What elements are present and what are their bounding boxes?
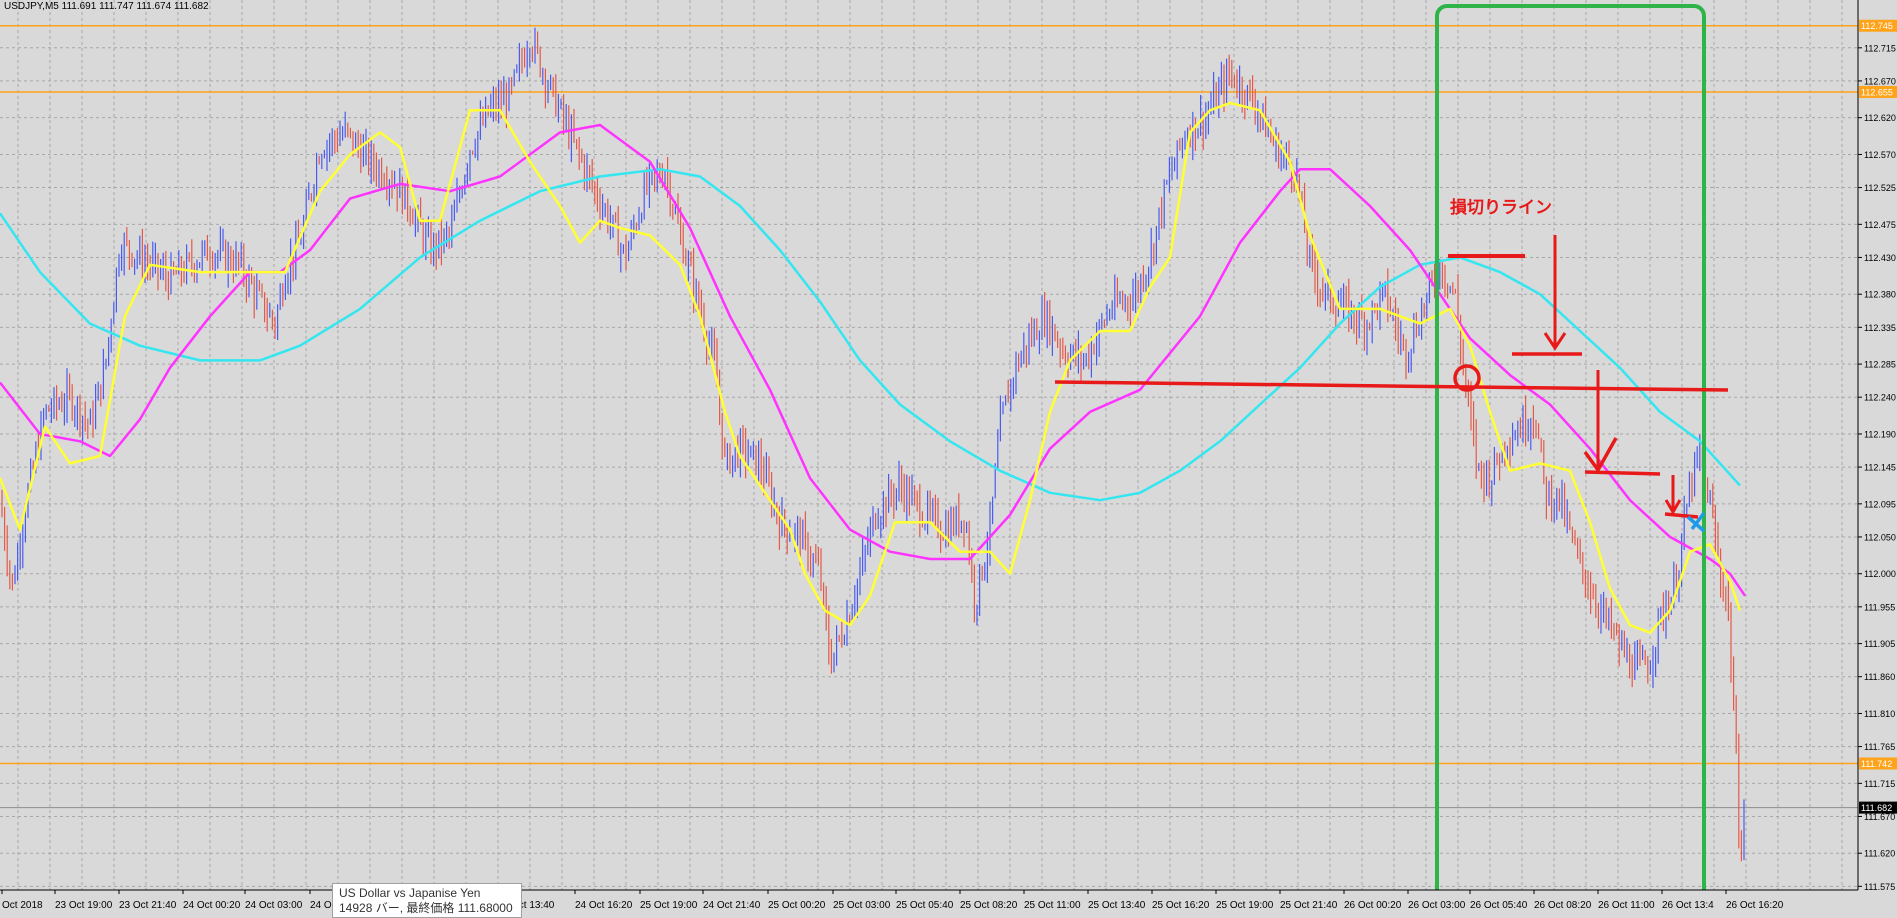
y-tick-label: 111.575: [1864, 882, 1895, 892]
symbol-header: USDJPY,M5 111.691 111.747 111.674 111.68…: [4, 1, 209, 12]
x-tick-label: 26 Oct 16:20: [1726, 900, 1784, 911]
stoploss-label: 損切りライン: [1450, 197, 1552, 217]
x-tick-label: 25 Oct 03:00: [833, 900, 891, 911]
annotations: 損切りライン: [1054, 4, 1729, 918]
down-arrow-3-head: [1664, 499, 1682, 515]
x-tick-label: 25 Oct 13:40: [1088, 900, 1146, 911]
price-level-label: 112.655: [1861, 87, 1893, 97]
x-tick-label: 24 Oct 03:00: [245, 900, 303, 911]
y-tick-label: 112.335: [1864, 323, 1896, 333]
y-tick-label: 112.240: [1864, 393, 1896, 403]
x-tick-label: 26 Oct 03:00: [1408, 900, 1466, 911]
x-tick-label: 25 Oct 11:00: [1024, 900, 1081, 911]
x-tick-label: 25 Oct 19:00: [1216, 900, 1274, 911]
x-tick-label: 26 Oct 00:20: [1344, 900, 1402, 911]
y-tick-label: 111.715: [1864, 779, 1895, 789]
ma-fast-line: [0, 101, 1742, 634]
price-level-tag: [1859, 19, 1897, 32]
ohlc-values: 111.691 111.747 111.674 111.682: [61, 1, 209, 12]
x-tick-label: 23 Oct 19:00: [55, 900, 113, 911]
time-axis: Oct 2018 23 Oct 19:00 23 Oct 21:40 24 Oct 0…: [0, 889, 1858, 918]
y-tick-label: 111.860: [1864, 672, 1895, 682]
x-tick-label: 24 Oc: [310, 900, 337, 911]
x-tick-label: 25 Oct 21:40: [1280, 900, 1338, 911]
x-tick-label: 26 Oct 13:4: [1662, 900, 1714, 911]
x-tick-label: 26 Oct 11:00: [1598, 900, 1655, 911]
tooltip-detail: 14928 バー, 最終価格 111.68000: [339, 901, 513, 915]
y-tick-label: 111.620: [1864, 849, 1895, 859]
y-tick-label: 112.570: [1864, 150, 1896, 160]
y-tick-label: 112.715: [1864, 43, 1896, 53]
x-tick-label: 26 Oct 05:40: [1470, 900, 1528, 911]
y-tick-label: 111.905: [1864, 639, 1895, 649]
x-tick-label: 25 Oct 00:20: [768, 900, 826, 911]
x-tick-label: 24 Oct 21:40: [703, 900, 761, 911]
entry-circle: [1453, 364, 1481, 392]
current-price-label: 111.682: [1861, 803, 1892, 813]
y-tick-label: 111.810: [1864, 709, 1895, 719]
moving-averages: [0, 101, 1747, 634]
focus-box: [1435, 4, 1706, 918]
horizontal-line-main: [1054, 380, 1729, 392]
grid: [0, 0, 1858, 890]
symbol-tooltip: US Dollar vs Japanise Yen 14928 バー, 最終価格…: [332, 883, 522, 918]
price-level-label: 111.742: [1861, 759, 1892, 769]
y-tick-label: 112.380: [1864, 290, 1896, 300]
candles: [1, 27, 1745, 862]
y-tick-label: 111.955: [1864, 602, 1895, 612]
y-tick-label: 111.670: [1864, 812, 1895, 822]
y-tick-label: 112.525: [1864, 183, 1896, 193]
x-tick-label: 24 Oct 16:20: [575, 900, 633, 911]
y-tick-label: 112.620: [1864, 113, 1896, 123]
x-tick-label: 25 Oct 16:20: [1152, 900, 1210, 911]
down-arrow-1-head: [1543, 332, 1567, 351]
y-tick-label: 112.050: [1864, 532, 1896, 542]
y-tick-label: 112.430: [1864, 253, 1896, 263]
y-tick-label: 112.475: [1864, 220, 1896, 230]
y-tick-label: 112.145: [1864, 463, 1896, 473]
current-price-tag: [1859, 801, 1897, 814]
price-levels: [0, 24, 1858, 809]
y-tick-label: 112.670: [1864, 76, 1896, 86]
price-level-tag: [1859, 757, 1897, 770]
price-level-label: 112.745: [1861, 21, 1893, 31]
target-line-3: [1664, 512, 1699, 519]
tooltip-title: US Dollar vs Japanise Yen: [339, 886, 481, 900]
x-tick-label: 24 Oct 00:20: [183, 900, 241, 911]
x-tick-label: Oct 2018: [2, 900, 43, 911]
target-line-2: [1584, 470, 1661, 476]
x-tick-label: 23 Oct 21:40: [119, 900, 177, 911]
y-tick-label: 111.765: [1864, 742, 1895, 752]
symbol-label: USDJPY,M5: [4, 1, 59, 12]
y-tick-label: 112.190: [1864, 429, 1896, 439]
ma-slow-line: [0, 167, 1741, 502]
price-axis: 112.715 112.670 112.620 112.570 112.525 112.4…: [1857, 0, 1897, 918]
y-tick-label: 112.285: [1864, 360, 1896, 370]
x-tick-label: 25 Oct 19:00: [640, 900, 698, 911]
time-axis-background: [0, 890, 1858, 918]
down-arrow-2-head: [1583, 437, 1618, 474]
y-tick-label: 112.095: [1864, 499, 1896, 509]
price-level-tag: [1859, 85, 1897, 98]
x-tick-label: Oct 13:40: [511, 900, 555, 911]
exit-cross-icon: [1686, 511, 1706, 533]
x-tick-label: 25 Oct 08:20: [960, 900, 1018, 911]
y-tick-label: 112.000: [1864, 569, 1896, 579]
x-tick-label: 25 Oct 05:40: [896, 900, 954, 911]
x-tick-label: 26 Oct 08:20: [1534, 900, 1592, 911]
